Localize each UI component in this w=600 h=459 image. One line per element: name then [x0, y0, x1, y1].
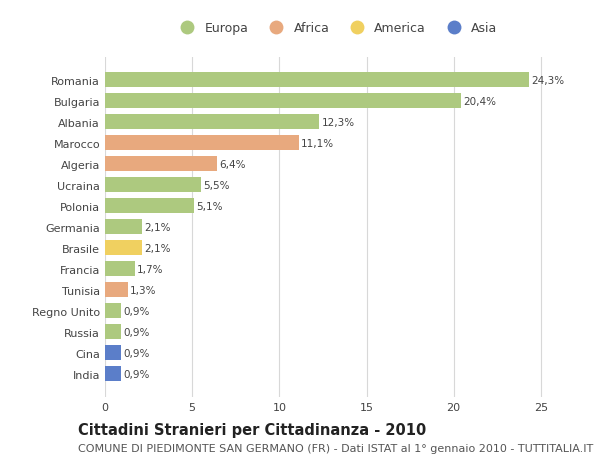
Text: 2,1%: 2,1% [144, 243, 171, 253]
Bar [105, 115, 319, 130]
Bar [105, 283, 128, 298]
Bar [105, 346, 121, 361]
Bar [105, 325, 121, 340]
Text: 2,1%: 2,1% [144, 222, 171, 232]
Legend: Europa, Africa, America, Asia: Europa, Africa, America, Asia [172, 19, 500, 38]
Bar [105, 241, 142, 256]
Text: 5,5%: 5,5% [203, 180, 230, 190]
Text: 11,1%: 11,1% [301, 138, 334, 148]
Bar [105, 366, 121, 381]
Text: 0,9%: 0,9% [124, 306, 149, 316]
Bar [105, 178, 201, 193]
Text: 1,3%: 1,3% [130, 285, 157, 295]
Bar [105, 199, 194, 214]
Text: 1,7%: 1,7% [137, 264, 164, 274]
Bar [105, 220, 142, 235]
Text: 12,3%: 12,3% [322, 118, 355, 127]
Bar [105, 303, 121, 319]
Text: 0,9%: 0,9% [124, 327, 149, 337]
Text: 6,4%: 6,4% [219, 159, 245, 169]
Bar [105, 73, 529, 88]
Text: 24,3%: 24,3% [531, 75, 565, 85]
Bar [105, 262, 134, 277]
Text: 0,9%: 0,9% [124, 348, 149, 358]
Text: 5,1%: 5,1% [197, 201, 223, 211]
Bar [105, 157, 217, 172]
Text: 20,4%: 20,4% [463, 96, 496, 106]
Text: Cittadini Stranieri per Cittadinanza - 2010: Cittadini Stranieri per Cittadinanza - 2… [78, 422, 426, 437]
Text: 0,9%: 0,9% [124, 369, 149, 379]
Text: COMUNE DI PIEDIMONTE SAN GERMANO (FR) - Dati ISTAT al 1° gennaio 2010 - TUTTITAL: COMUNE DI PIEDIMONTE SAN GERMANO (FR) - … [78, 443, 593, 453]
Bar [105, 94, 461, 109]
Bar [105, 136, 299, 151]
